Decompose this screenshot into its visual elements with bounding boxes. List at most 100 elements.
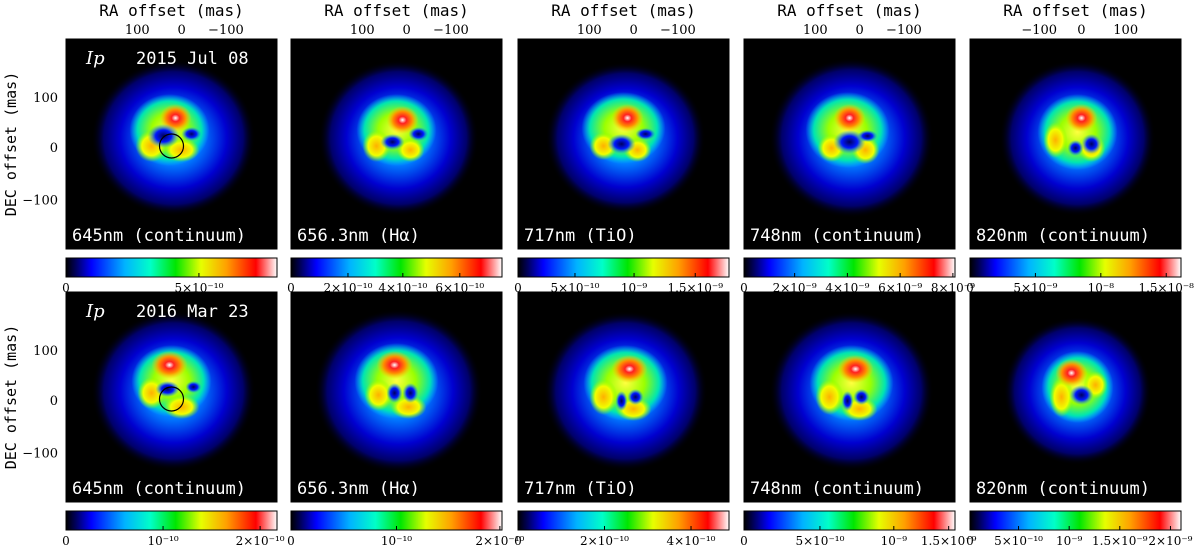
colorbar: [290, 257, 503, 278]
hot-spot: [376, 351, 413, 379]
ra-tick-label: 0: [1077, 23, 1085, 38]
colorbar: [517, 510, 730, 531]
dark-region: [1069, 385, 1094, 405]
dark-region: [607, 134, 636, 154]
hot-spot: [1055, 359, 1088, 387]
dec-tick-label: 0: [50, 141, 58, 156]
ra-tick-label: 100: [350, 23, 375, 38]
colorbar: [743, 510, 956, 531]
colorbar-tick-label: 0: [287, 534, 295, 548]
star-image: [91, 311, 256, 471]
colorbar-tick-label: 2×10⁻¹⁰: [475, 534, 524, 548]
warm-spot: [364, 379, 393, 411]
colorbar-tick-label: 0: [62, 281, 70, 295]
colorbar-tick-label: 4×10⁻¹⁰: [667, 534, 716, 548]
panel-frame: [969, 38, 1182, 250]
dark-region: [627, 389, 644, 405]
dark-region: [841, 391, 854, 411]
star-image: [769, 311, 934, 471]
colorbar-tick-label: 0: [966, 534, 974, 548]
image-panel: 645nm (continuum)Ip 2015 Jul 080 5×10⁻¹⁰10…: [2, 1, 278, 295]
image-panel: 645nm (continuum) Ip 2016 Mar 23 0 10⁻¹⁰ 2×10…: [2, 291, 285, 548]
wavelength-label: 820nm (continuum): [976, 226, 1150, 246]
ra-tick-label: 100: [1113, 23, 1138, 38]
warm-spot: [815, 379, 844, 415]
colorbar-tick-label: 10⁻⁹: [881, 534, 908, 548]
dark-region: [147, 124, 180, 148]
hot-spot: [611, 104, 644, 132]
star-image: [999, 60, 1156, 216]
ra-axis-title: RA offset (mas): [777, 1, 922, 20]
image-panel: 748nm (continuum)0 2×10⁻⁹ 4×10⁻⁹ 6×10⁻⁹ 8×10…: [740, 1, 975, 295]
colorbar-tick-label: 1.5×10⁻⁹: [921, 534, 977, 548]
dark-region: [181, 127, 202, 141]
colorbar: [743, 257, 956, 278]
ra-tick-label: 100: [577, 23, 602, 38]
colorbar-tick-label: 5×10⁻¹⁰: [795, 534, 844, 548]
dec-tick-label: −100: [22, 447, 58, 462]
filter-band-label: Ip: [85, 48, 105, 69]
colorbar-tick-label: 0: [62, 534, 70, 548]
dec-tick-label: 100: [33, 344, 58, 359]
wavelength-label: 717nm (TiO): [524, 479, 637, 499]
colorbar-tick-label: 5×10⁻¹⁰: [994, 534, 1043, 548]
ra-tick-label: 0: [177, 23, 185, 38]
colorbar-tick-label: 0: [514, 534, 522, 548]
hot-spot: [611, 355, 648, 383]
colorbar-tick-label: 2×10⁻⁹: [1148, 534, 1192, 548]
panel-frame: [743, 38, 956, 250]
hot-spot: [837, 355, 874, 383]
star-image: [1003, 317, 1152, 465]
image-panel: 820nm (continuum) 0 5×10⁻¹⁰ 10⁻⁹ 1.5×10⁻⁹ 2×1…: [966, 291, 1193, 548]
warm-spot: [1043, 122, 1068, 158]
panel-frame: [65, 38, 278, 250]
ra-tick-label: 100: [803, 23, 828, 38]
colorbar-tick-label: 10⁻⁹: [1056, 534, 1083, 548]
colorbar-tick-label: 2×10⁻¹⁰: [236, 534, 285, 548]
star-image: [91, 60, 256, 216]
panel-frame: [65, 291, 278, 503]
colorbar-tick-label: 0: [740, 534, 748, 548]
image-panel: 748nm (continuum) 0 5×10⁻¹⁰ 10⁻⁹ 1.5×10⁻⁹: [740, 291, 977, 548]
colorbar-tick-label: 0: [966, 281, 974, 295]
wavelength-label: 748nm (continuum): [750, 226, 924, 246]
wavelength-label: 656.3nm (Hα): [297, 479, 420, 499]
stellar-disk-circle: [158, 133, 185, 159]
ra-tick-label: 0: [402, 23, 410, 38]
image-panel: 656.3nm (Hα) 0 10⁻¹⁰ 2×10⁻¹⁰: [287, 291, 525, 548]
colorbar-tick-label: 1.5×10⁻⁹: [1092, 534, 1148, 548]
image-panel: 717nm (TiO) 0 2×10⁻¹⁰ 4×10⁻¹⁰: [514, 291, 730, 548]
dark-region: [408, 127, 429, 141]
hot-spot: [151, 351, 188, 379]
dark-region: [1081, 134, 1102, 154]
colorbar: [65, 510, 278, 531]
panel-frame: [743, 291, 956, 503]
panel-frame: [517, 291, 730, 503]
dark-region: [635, 128, 656, 140]
colorbar-tick-label: 10⁻¹⁰: [147, 534, 178, 548]
dark-region: [386, 383, 403, 403]
wavelength-label: 717nm (TiO): [524, 226, 637, 246]
dark-region: [853, 389, 870, 405]
ra-axis-title: RA offset (mas): [1003, 1, 1148, 20]
colorbar: [65, 257, 278, 278]
colorbar-tick-label: 0: [514, 281, 522, 295]
colorbar: [969, 257, 1182, 278]
panel-frame: [969, 291, 1182, 503]
ra-axis-title: RA offset (mas): [551, 1, 696, 20]
dark-region: [615, 391, 628, 411]
star-image: [318, 60, 479, 216]
dark-region: [185, 381, 202, 393]
dec-tick-label: −100: [22, 194, 58, 209]
dark-region: [155, 381, 180, 397]
warm-spot: [1049, 377, 1074, 417]
dark-region: [857, 130, 878, 142]
image-panel: 820nm (continuum)0 5×10⁻⁹ 10⁻⁸ 1.5×10⁻⁸−100…: [966, 1, 1194, 295]
colorbar-tick-label: 0: [740, 281, 748, 295]
star-image: [769, 58, 934, 218]
panel-frame: [290, 291, 503, 503]
colorbar: [517, 257, 730, 278]
dec-tick-label: 0: [50, 394, 58, 409]
ra-axis-title: RA offset (mas): [99, 1, 244, 20]
hot-spot: [386, 106, 419, 134]
